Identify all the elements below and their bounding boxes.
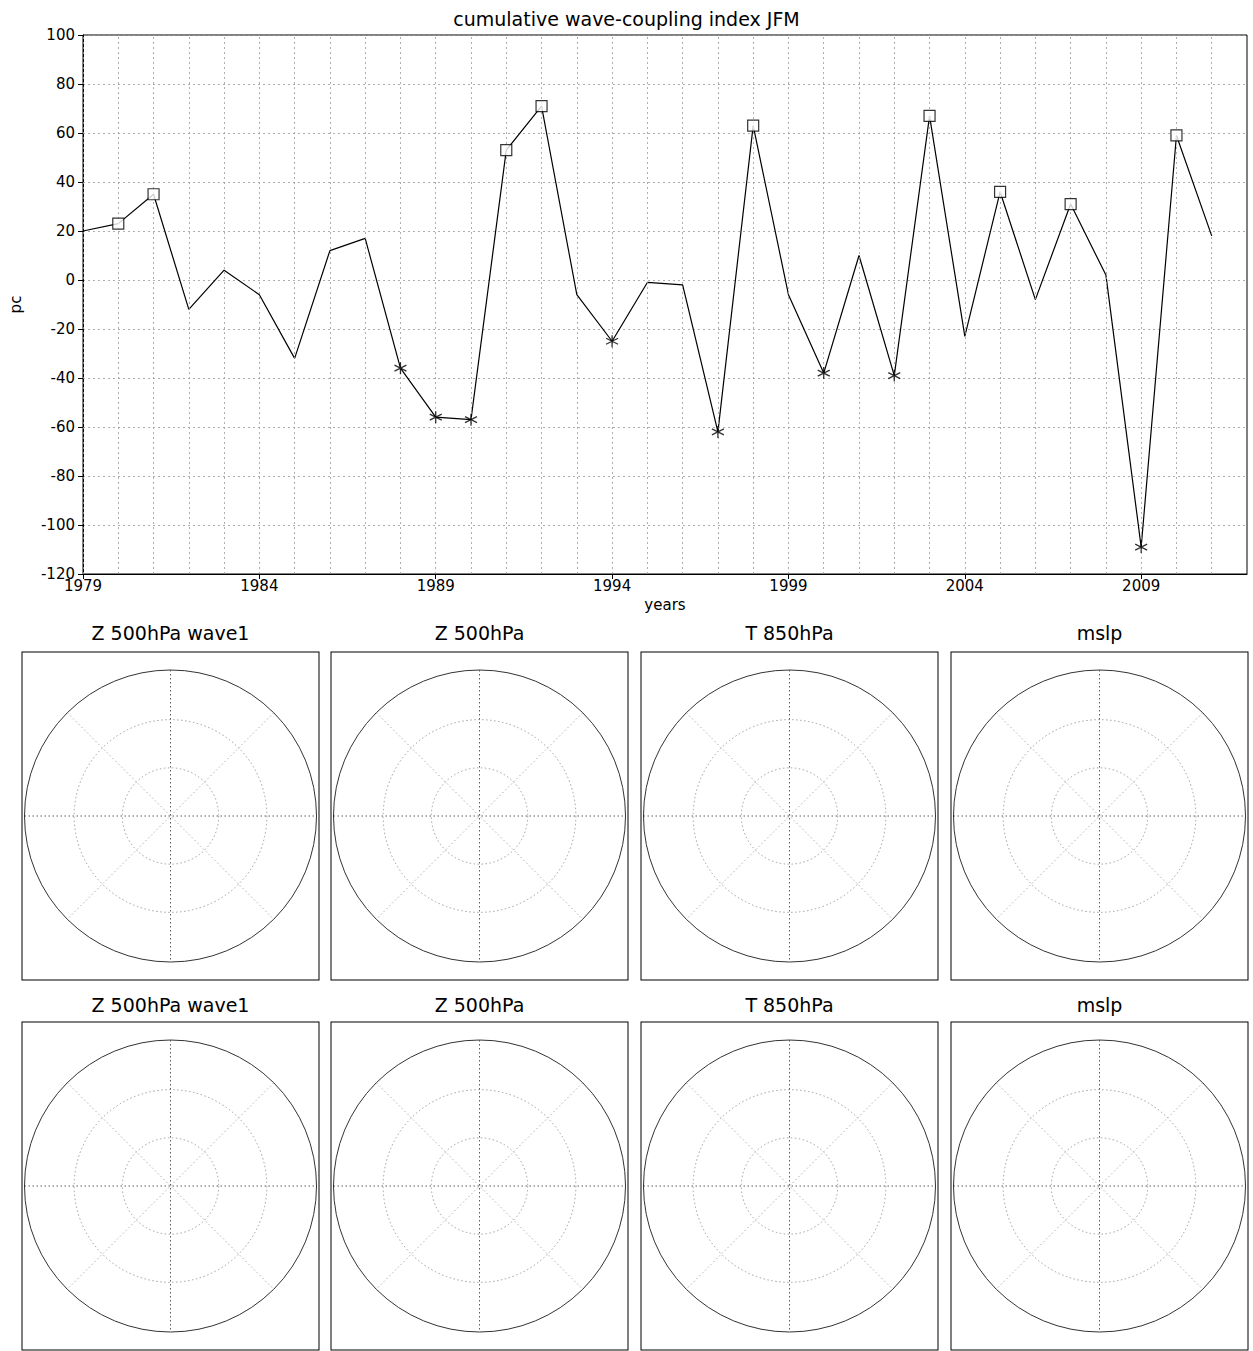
svg-text:60: 60 <box>56 124 75 142</box>
svg-text:years: years <box>644 596 685 614</box>
svg-text:Z 500hPa wave1: Z 500hPa wave1 <box>92 994 250 1016</box>
svg-text:2004: 2004 <box>946 577 984 595</box>
svg-text:1999: 1999 <box>769 577 807 595</box>
svg-text:1994: 1994 <box>593 577 631 595</box>
svg-text:pc: pc <box>7 296 25 314</box>
svg-text:Z 500hPa wave1: Z 500hPa wave1 <box>92 622 250 644</box>
svg-text:100: 100 <box>46 26 75 44</box>
svg-text:0: 0 <box>65 271 75 289</box>
svg-text:2009: 2009 <box>1122 577 1160 595</box>
svg-text:80: 80 <box>56 75 75 93</box>
svg-text:T 850hPa: T 850hPa <box>744 994 833 1016</box>
svg-text:Z 500hPa: Z 500hPa <box>435 994 525 1016</box>
svg-text:mslp: mslp <box>1077 622 1123 644</box>
svg-text:-40: -40 <box>51 369 76 387</box>
svg-text:-80: -80 <box>51 467 76 485</box>
svg-text:T 850hPa: T 850hPa <box>744 622 833 644</box>
svg-text:1984: 1984 <box>240 577 278 595</box>
svg-text:-20: -20 <box>51 320 76 338</box>
svg-text:-100: -100 <box>41 516 75 534</box>
svg-text:cumulative wave-coupling index: cumulative wave-coupling index JFM <box>453 8 799 30</box>
svg-text:-120: -120 <box>41 565 75 583</box>
svg-text:1979: 1979 <box>64 577 102 595</box>
svg-text:40: 40 <box>56 173 75 191</box>
svg-text:mslp: mslp <box>1077 994 1123 1016</box>
svg-text:20: 20 <box>56 222 75 240</box>
svg-text:1989: 1989 <box>417 577 455 595</box>
svg-text:Z 500hPa: Z 500hPa <box>435 622 525 644</box>
svg-text:-60: -60 <box>51 418 76 436</box>
